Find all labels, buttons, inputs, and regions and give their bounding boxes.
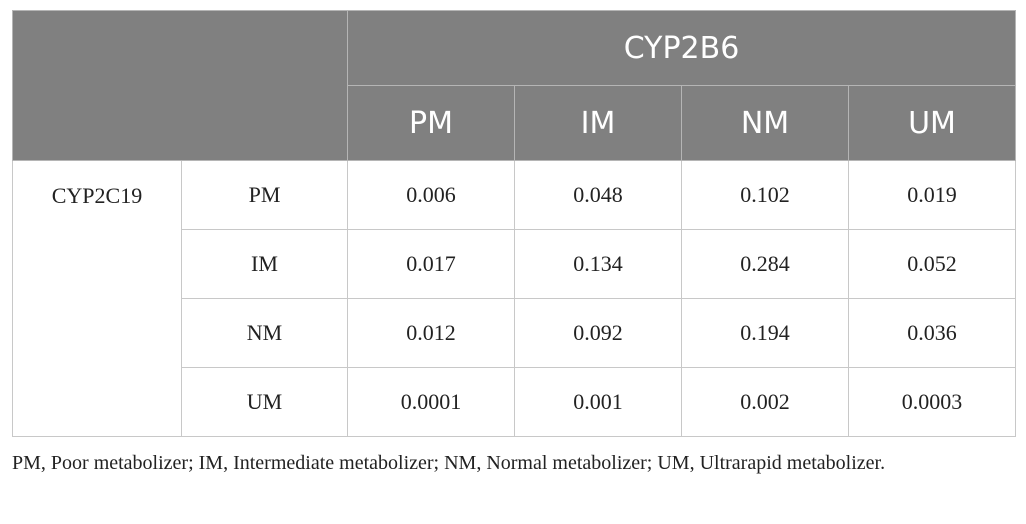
table-cell: 0.019 <box>847 160 1017 230</box>
table-cell: 0.036 <box>847 298 1017 368</box>
table-head: CYP2B6 PM IM NM UM <box>12 10 1017 161</box>
table-cell: 0.048 <box>514 160 682 230</box>
table-cell: 0.134 <box>514 229 682 299</box>
table-cell: 0.194 <box>681 298 849 368</box>
table-cell: 0.006 <box>347 160 515 230</box>
header-row: CYP2B6 <box>12 10 1017 161</box>
row-header: IM <box>181 229 348 299</box>
table-row: IM 0.017 0.134 0.284 0.052 <box>13 229 1017 299</box>
table-row: NM 0.012 0.092 0.194 0.036 <box>13 298 1017 368</box>
table-cell: 0.002 <box>681 367 849 437</box>
table-row: CYP2C19 PM 0.006 0.048 0.102 0.019 <box>12 160 1017 437</box>
table: CYP2B6 PM IM NM UM CYP2C19 PM 0.006 0.048 0.102… <box>12 10 1017 437</box>
table-cell: 0.0003 <box>847 367 1017 437</box>
group-header: CYP2B6 <box>346 10 1017 86</box>
row-header: UM <box>181 367 348 437</box>
footnote: PM, Poor metabolizer; IM, Intermediate m… <box>12 452 886 474</box>
table-cell: 0.012 <box>347 298 515 368</box>
table-cell: 0.092 <box>514 298 682 368</box>
table-cell: 0.102 <box>681 160 849 230</box>
table-row: UM 0.0001 0.001 0.002 0.0003 <box>13 367 1017 437</box>
table-cell: 0.0001 <box>347 367 515 437</box>
row-header: NM <box>181 298 348 368</box>
column-header: PM <box>347 85 515 161</box>
column-header: NM <box>681 85 849 161</box>
table-container: CYP2B6 PM IM NM UM CYP2C19 PM 0.006 0.048 0.102… <box>12 10 1017 437</box>
row-header: PM <box>181 160 348 230</box>
table-cell: 0.001 <box>514 367 682 437</box>
corner-cell <box>12 10 348 161</box>
table-cell: 0.284 <box>681 229 849 299</box>
column-header: UM <box>847 85 1017 161</box>
row-group-header: CYP2C19 <box>12 160 182 437</box>
table-cell: 0.017 <box>347 229 515 299</box>
table-body: CYP2C19 PM 0.006 0.048 0.102 0.019 IM 0.017 0.13… <box>12 160 1017 437</box>
header-row: PM IM NM UM <box>13 85 1017 161</box>
column-header: IM <box>514 85 682 161</box>
table-cell: 0.052 <box>847 229 1017 299</box>
